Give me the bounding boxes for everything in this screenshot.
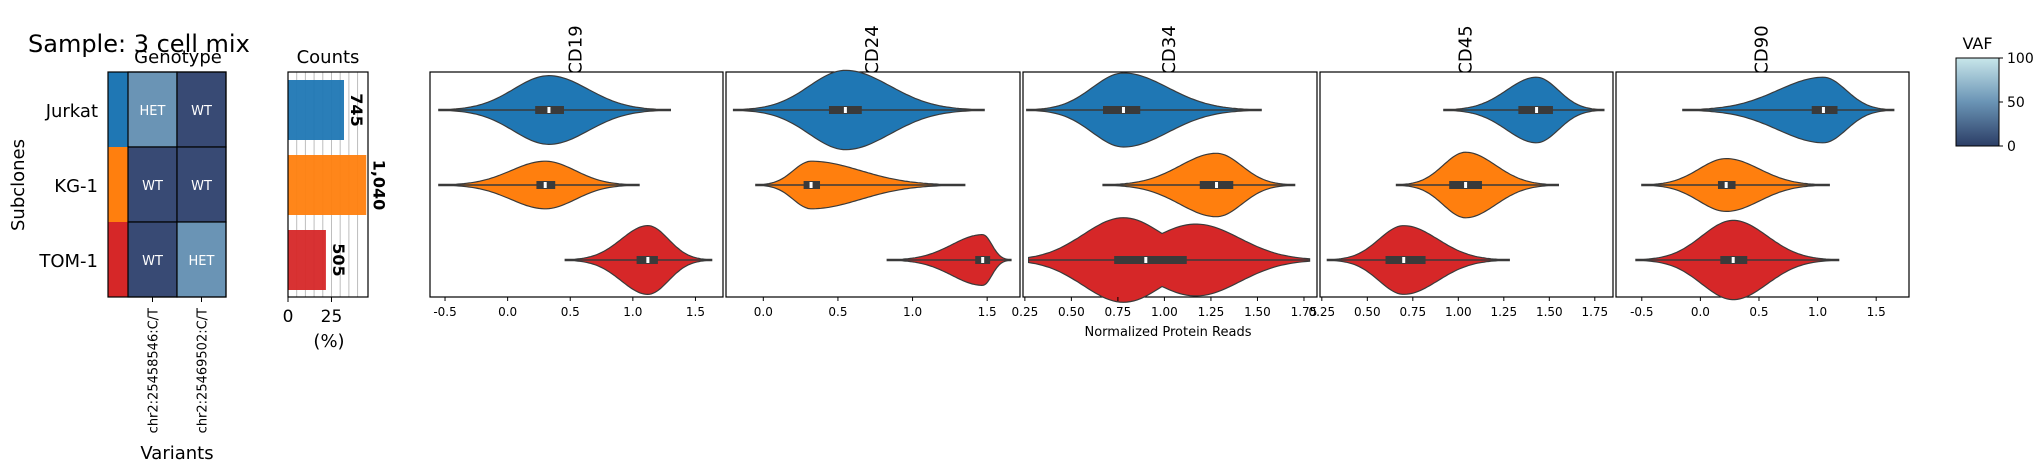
violin-iqr-box — [1114, 256, 1187, 264]
violin-tick-label: 0.25 — [1012, 305, 1039, 319]
violin-tick-label: 1.00 — [1445, 305, 1472, 319]
count-data-label: 745 — [347, 93, 366, 126]
genotype-cell-label: WT — [191, 179, 212, 194]
colorbar-tick-label: 0 — [2007, 139, 2016, 155]
violin-tick-label: 0.50 — [1058, 305, 1085, 319]
violin-tick-label: 1.75 — [1581, 305, 1608, 319]
violin-tick-label: 1.5 — [978, 305, 997, 319]
genotype-frame — [107, 71, 227, 298]
violin-median — [1724, 182, 1728, 188]
violin-tick-label: 1.00 — [1151, 305, 1178, 319]
violin-tick-label: 0.5 — [1749, 305, 1768, 319]
violin-median — [843, 107, 847, 113]
violin-tick-label: 1.0 — [623, 305, 642, 319]
genotype-cell-label: WT — [142, 254, 163, 269]
marker-title: CD24 — [862, 25, 883, 74]
variant-tick-label: chr2:25458546:C/T — [147, 308, 162, 433]
violin-tick-label: 1.25 — [1490, 305, 1517, 319]
violin-median — [547, 107, 551, 113]
genotype-cell-label: WT — [191, 104, 212, 119]
subclone-label: KG-1 — [54, 176, 98, 197]
violin-tick-label: 0.5 — [561, 305, 580, 319]
variant-tick-label: chr2:25469502:C/T — [196, 308, 211, 433]
violin-median — [1144, 257, 1148, 263]
colorbar-tick-label: 100 — [2007, 51, 2034, 67]
violin-median — [646, 257, 650, 263]
violin-tick-label: -0.5 — [433, 305, 456, 319]
colorbar-tick-label: 50 — [2007, 95, 2025, 111]
violin-tick-label: 0.50 — [1354, 305, 1381, 319]
colorbar-bar — [1955, 57, 2000, 147]
marker-title: CD34 — [1159, 25, 1180, 74]
counts-tick-label: 25 — [321, 307, 343, 327]
violin-tick-label: 0.75 — [1399, 305, 1426, 319]
genotype-cell-label: HET — [189, 254, 215, 269]
violin-tick-label: 1.5 — [686, 305, 705, 319]
violin-tick-label: 0.5 — [828, 305, 847, 319]
violin-tick-label: 1.0 — [1808, 305, 1827, 319]
violin-tick-label: 0.0 — [754, 305, 773, 319]
violin-tick-label: 0.0 — [1691, 305, 1710, 319]
subclone-color-strip — [108, 222, 128, 297]
violin-tick-label: -0.5 — [1630, 305, 1653, 319]
violin-tick-label: 1.0 — [903, 305, 922, 319]
counts-axis-label: (%) — [313, 331, 344, 352]
violin-median — [1121, 107, 1125, 113]
violin-median — [981, 257, 985, 263]
violin-median — [809, 182, 813, 188]
counts-bar-chart: Counts 745 1,040 505 0 25 (%) — [283, 47, 389, 352]
subclone-color-strip — [108, 147, 128, 222]
marker-title: CD90 — [1752, 25, 1773, 74]
marker-title: CD19 — [566, 25, 587, 74]
genotype-title: Genotype — [134, 47, 222, 68]
protein-violin-panels: CD19 -0.5 0.0 0.5 1.0 1.5 CD24 0.0 0.5 1.0 1.5 CD34… — [429, 25, 1910, 340]
genotype-heatmap: Genotype Subclones Jurkat HET WT KG-1 WT WT TOM-… — [8, 47, 227, 464]
violin-median — [1731, 257, 1735, 263]
marker-title: CD45 — [1456, 25, 1477, 74]
violin-tick-label: 0.0 — [498, 305, 517, 319]
subclone-label: TOM-1 — [38, 251, 98, 272]
genotype-cell-label: HET — [140, 104, 166, 119]
counts-title: Counts — [297, 47, 360, 68]
violin-iqr-box — [1103, 106, 1141, 114]
subclone-label: Jurkat — [45, 101, 98, 122]
figure-title: Sample: 3 cell mix — [28, 30, 250, 58]
genotype-cell — [127, 71, 178, 148]
variants-axis-label: Variants — [140, 443, 213, 464]
vaf-colorbar: VAF 100 50 0 — [1955, 34, 2034, 155]
violin-tick-label: 1.5 — [1867, 305, 1886, 319]
violin-median — [1821, 107, 1825, 113]
violin-tick-label: 1.50 — [1244, 305, 1271, 319]
violin-tick-label: 1.50 — [1536, 305, 1563, 319]
violin-tick-label: 0.25 — [1308, 305, 1335, 319]
violin-median — [1215, 182, 1219, 188]
subclone-color-strip — [108, 72, 128, 147]
violin-tick-label: 0.75 — [1105, 305, 1132, 319]
genotype-cell-label: WT — [142, 179, 163, 194]
colorbar-label: VAF — [1962, 34, 1992, 53]
x-axis-label: Normalized Protein Reads — [1085, 325, 1252, 340]
violin-median — [1535, 107, 1539, 113]
counts-tick-label: 0 — [283, 307, 294, 327]
count-data-label: 1,040 — [369, 160, 388, 211]
count-bar — [288, 230, 326, 290]
subclones-axis-label: Subclones — [8, 139, 29, 231]
violin-iqr-box — [1385, 256, 1426, 264]
counts-frame — [287, 71, 369, 298]
genotype-cell — [127, 146, 178, 223]
count-bar — [288, 155, 367, 215]
violin-tick-label: 1.75 — [1291, 305, 1318, 319]
violin-median — [543, 182, 547, 188]
violin-median — [1464, 182, 1468, 188]
count-data-label: 505 — [329, 243, 348, 276]
violin-median — [1402, 257, 1406, 263]
count-bar — [288, 80, 344, 140]
violin-tick-label: 1.25 — [1198, 305, 1225, 319]
